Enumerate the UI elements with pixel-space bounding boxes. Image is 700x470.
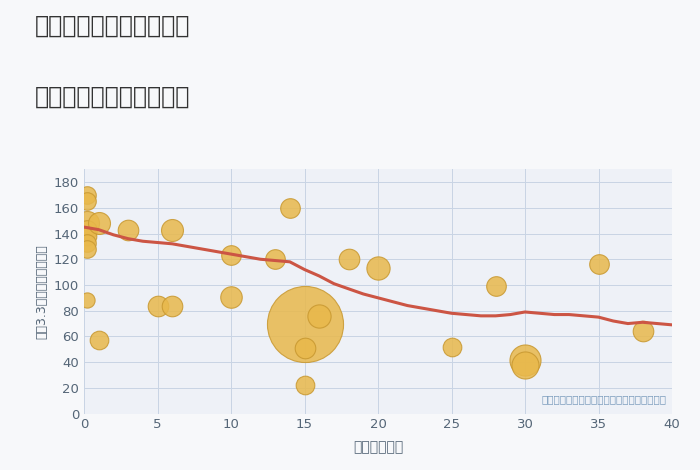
Point <box>81 297 92 304</box>
Point <box>81 245 92 253</box>
Point <box>122 226 134 234</box>
Point <box>167 302 178 309</box>
Point <box>372 265 384 272</box>
Point <box>314 312 325 320</box>
Point <box>299 344 310 352</box>
Point <box>519 356 531 363</box>
Point <box>299 382 310 389</box>
Point <box>225 293 237 300</box>
Point <box>446 343 457 351</box>
Text: 兵庫県西宮市武庫川町の: 兵庫県西宮市武庫川町の <box>35 14 190 38</box>
Point <box>93 219 104 227</box>
Text: 円の大きさは、取引のあった物件面積を示す: 円の大きさは、取引のあった物件面積を示す <box>541 394 666 404</box>
Point <box>519 361 531 368</box>
Text: 築年数別中古戸建て価格: 築年数別中古戸建て価格 <box>35 85 190 109</box>
Point <box>225 251 237 259</box>
Point <box>270 256 281 263</box>
Point <box>284 204 295 212</box>
Point <box>81 191 92 199</box>
Y-axis label: 坪（3.3㎡）単価（万円）: 坪（3.3㎡）単価（万円） <box>35 244 48 339</box>
Point <box>81 232 92 240</box>
Point <box>167 226 178 234</box>
X-axis label: 築年数（年）: 築年数（年） <box>353 440 403 454</box>
Point <box>81 219 92 227</box>
Point <box>299 320 310 327</box>
Point <box>637 328 648 335</box>
Point <box>81 226 92 234</box>
Point <box>81 239 92 246</box>
Point <box>593 261 604 268</box>
Point <box>81 197 92 205</box>
Point <box>152 302 163 309</box>
Point <box>93 337 104 344</box>
Point <box>343 256 354 263</box>
Point <box>490 282 501 290</box>
